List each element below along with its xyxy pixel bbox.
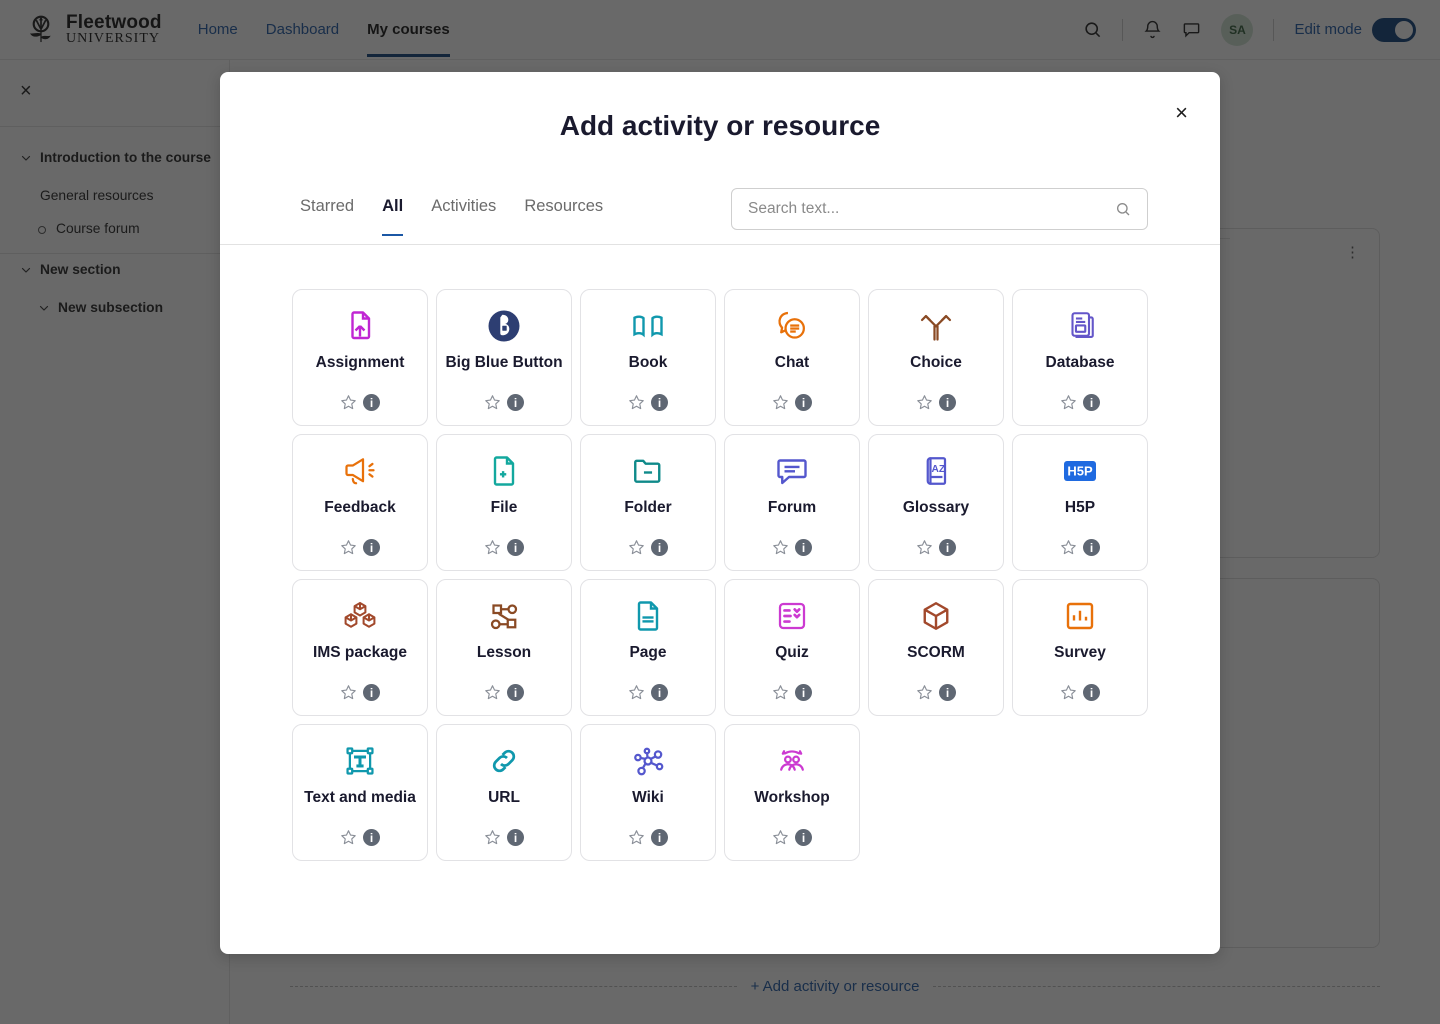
svg-text:H5P: H5P xyxy=(1067,464,1093,479)
svg-text:AZ: AZ xyxy=(932,464,946,475)
